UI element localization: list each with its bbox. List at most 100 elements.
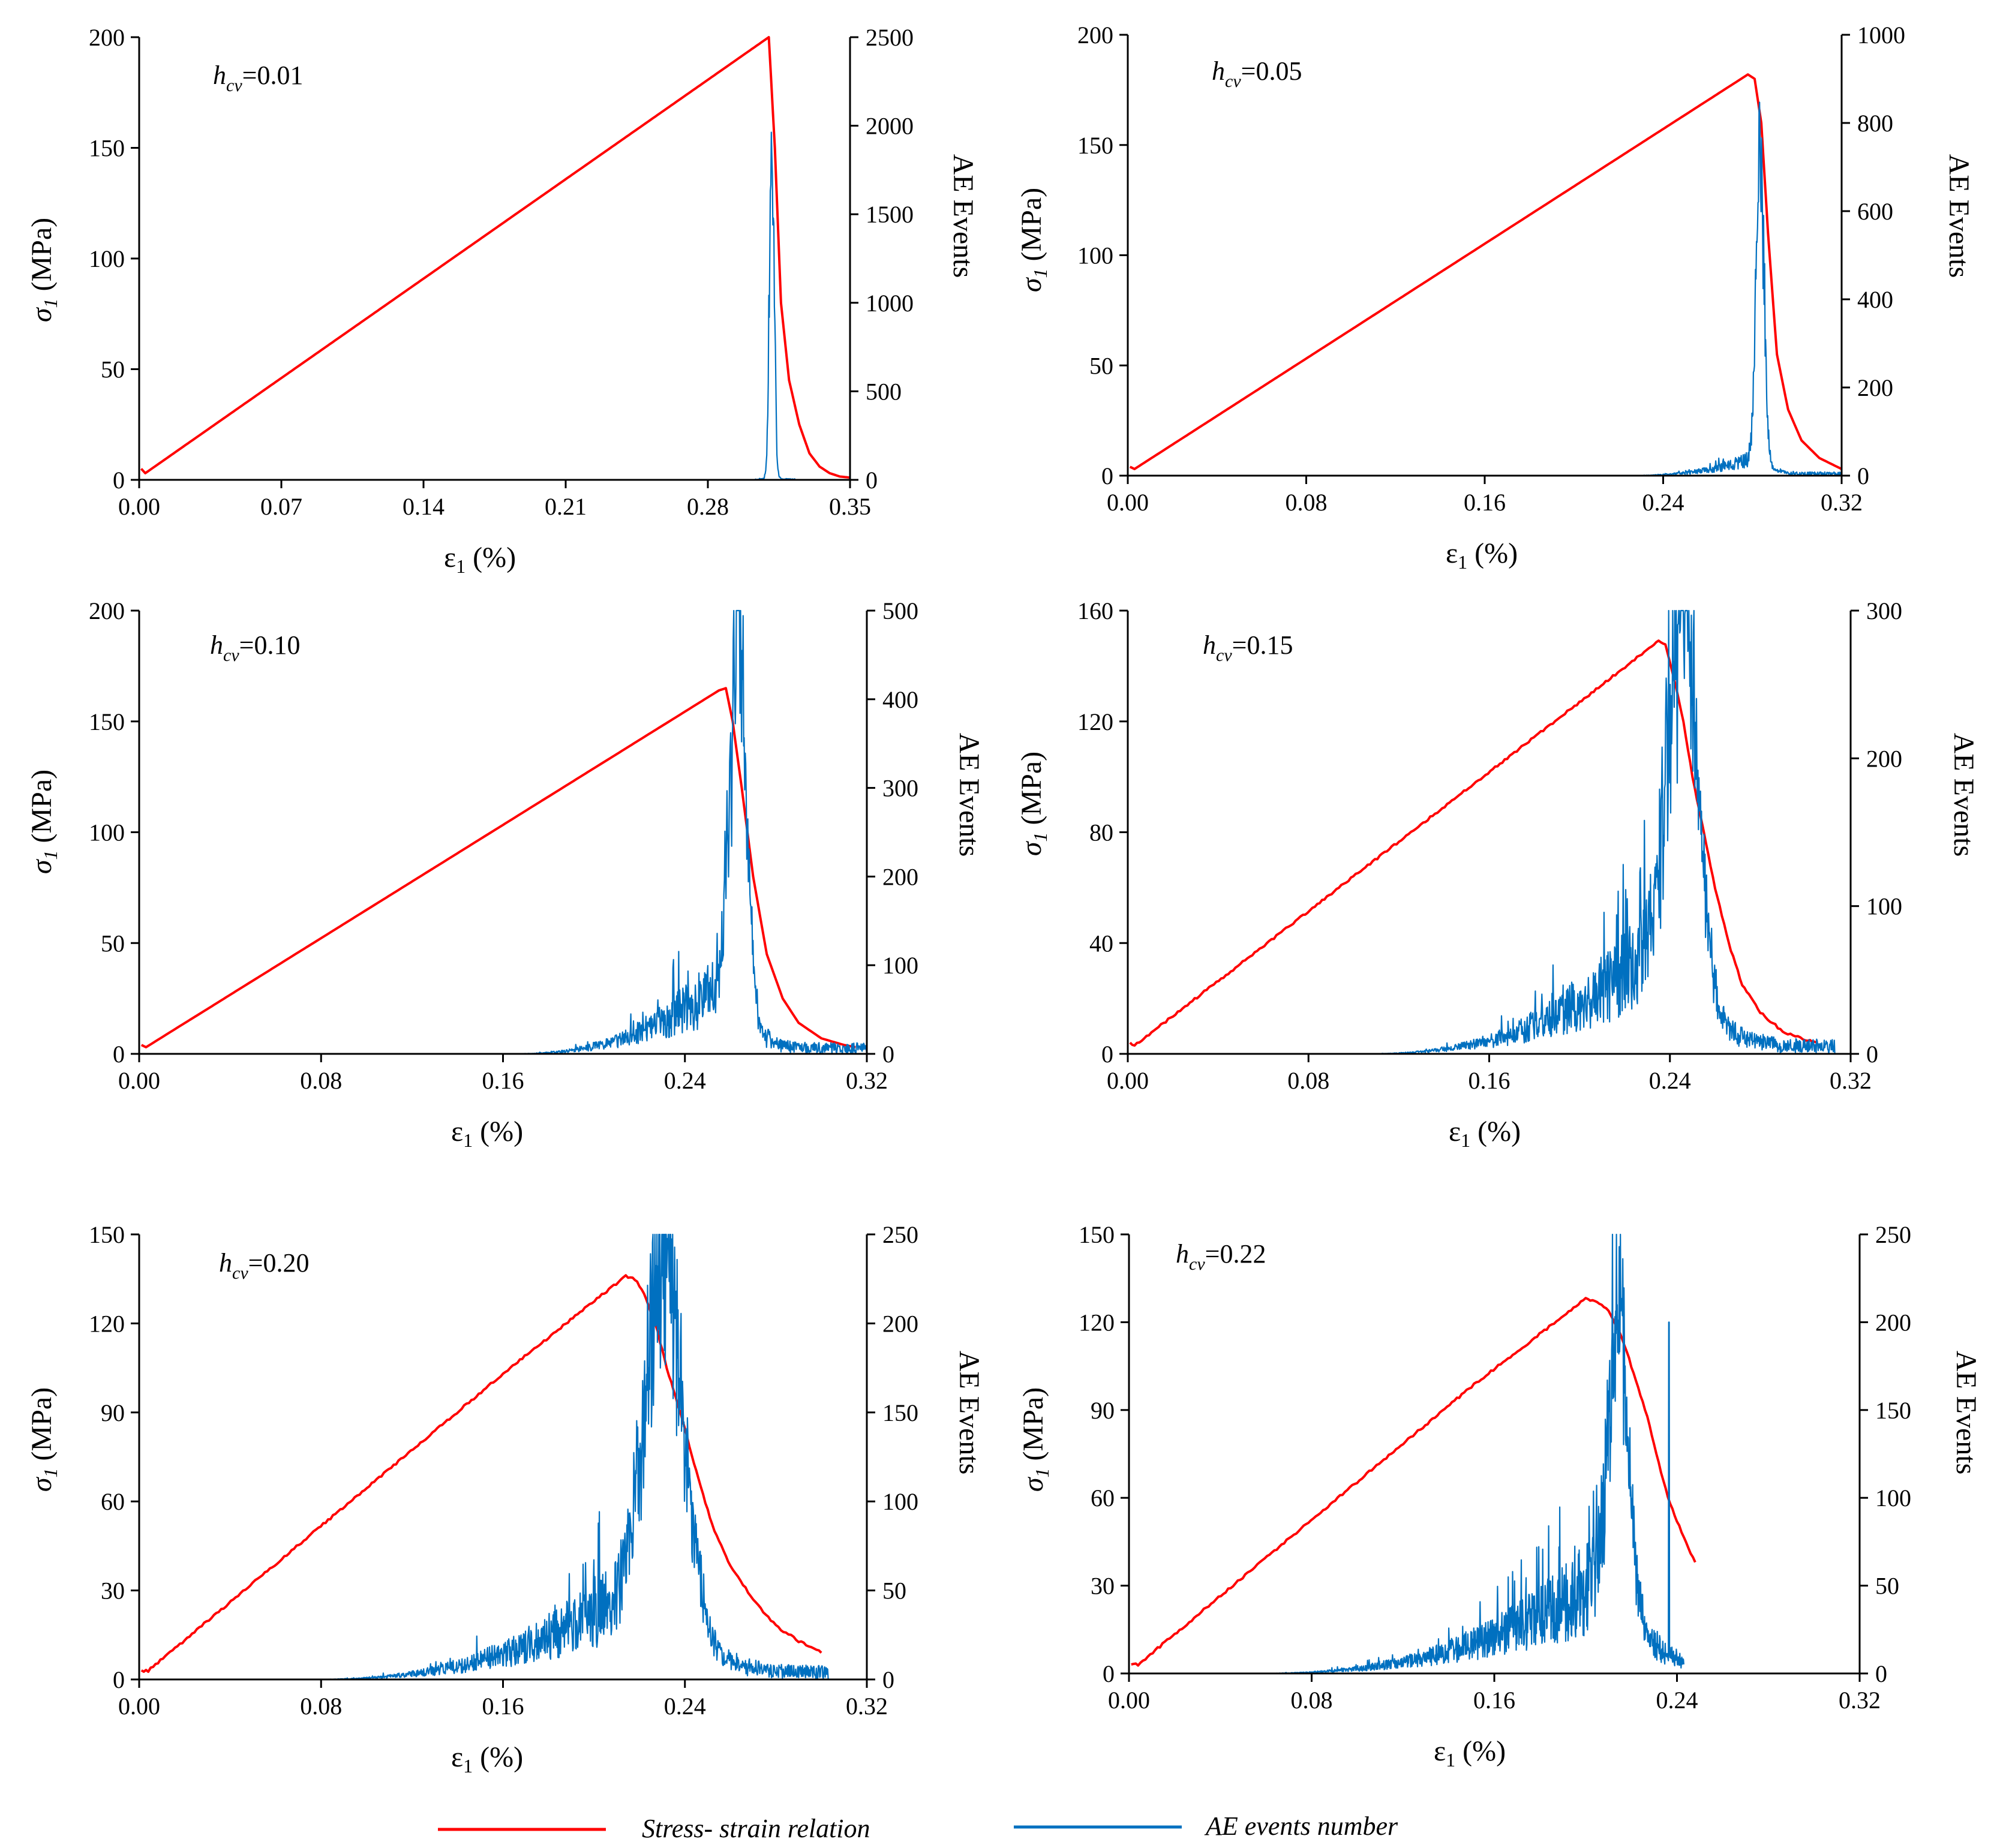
y2-axis-label: AE Events [1943, 154, 1975, 278]
y-tick-label: 0 [113, 1666, 125, 1693]
tick-labels: 0.00 0.08 0.16 0.24 0.3205010015020001002003… [89, 597, 918, 1094]
panel-3: 0.00 0.08 0.16 0.24 0.3204080120160010020030… [1016, 597, 1980, 1151]
y2-tick-label: 500 [866, 378, 902, 405]
legend-stress-label: Stress- strain relation [642, 1814, 870, 1843]
x-tick-label: 0.00 [1108, 1687, 1150, 1714]
x-tick-label: 0.32 [1821, 489, 1863, 516]
y-tick-label: 50 [101, 930, 125, 957]
y-tick-label: 150 [1077, 132, 1113, 159]
panel-0: 0.00 0.07 0.14 0.21 0.28 0.350501001502000500… [26, 24, 979, 577]
y2-tick-label: 100 [1866, 893, 1902, 920]
y-tick-label: 0 [1103, 1660, 1115, 1687]
y2-tick-label: 0 [1857, 462, 1869, 489]
stress-strain-series [140, 1274, 822, 1673]
y2-tick-label: 100 [882, 952, 918, 979]
stress-line-group [1131, 1297, 1696, 1667]
x-tick-label: 0.16 [482, 1067, 524, 1094]
axes [131, 609, 875, 1062]
y2-tick-label: 50 [882, 1577, 906, 1604]
x-tick-label: 0.00 [118, 1693, 160, 1720]
x-tick-label: 0.24 [664, 1693, 706, 1720]
tick-labels: 0.00 0.07 0.14 0.21 0.28 0.350501001502000500… [89, 24, 914, 520]
x-axis-label: ε1 (%) [451, 1116, 523, 1151]
y-tick-label: 0 [1101, 1041, 1113, 1068]
y2-tick-label: 300 [1866, 597, 1902, 624]
y-axis-label: σ1 (MPa) [1016, 188, 1051, 292]
y2-axis-label: AE Events [953, 733, 985, 857]
y2-tick-label: 2000 [866, 113, 914, 140]
ae-events-series [139, 1233, 829, 1681]
ae-events-series [1127, 609, 1836, 1055]
panel-5: 0.00 0.08 0.16 0.24 0.3203060901201500501001… [1017, 1221, 1982, 1771]
x-tick-label: 0.32 [1830, 1067, 1872, 1094]
tick-labels: 0.00 0.08 0.16 0.24 0.3203060901201500501001… [89, 1221, 918, 1720]
x-tick-label: 0.00 [118, 493, 160, 520]
y2-tick-label: 100 [1875, 1485, 1911, 1512]
ae-line-group [139, 131, 851, 481]
y2-tick-label: 600 [1857, 198, 1893, 225]
y2-tick-label: 2500 [866, 24, 914, 51]
panel-annotation: hcv=0.05 [1212, 56, 1302, 91]
y2-tick-label: 500 [882, 597, 918, 624]
x-tick-label: 0.00 [1107, 489, 1149, 516]
y-axis-label: σ1 (MPa) [26, 770, 61, 874]
y-tick-label: 0 [1101, 462, 1113, 489]
stress-line-group [140, 687, 856, 1048]
panel-annotation: hcv=0.15 [1203, 630, 1293, 665]
panel-annotation: hcv=0.20 [219, 1248, 309, 1283]
x-tick-label: 0.24 [1656, 1687, 1698, 1714]
y-axis-label: σ1 (MPa) [1017, 1387, 1053, 1492]
y-tick-label: 90 [1091, 1397, 1115, 1424]
x-tick-label: 0.32 [1839, 1687, 1881, 1714]
y-tick-label: 30 [1091, 1573, 1115, 1600]
x-tick-label: 0.16 [1464, 489, 1506, 516]
stress-strain-series [140, 36, 851, 479]
y2-tick-label: 1000 [866, 290, 914, 317]
y-tick-label: 40 [1089, 930, 1113, 957]
axes [131, 1233, 875, 1688]
x-tick-label: 0.00 [118, 1067, 160, 1094]
y2-tick-label: 0 [882, 1041, 894, 1068]
x-tick-label: 0.16 [1473, 1687, 1515, 1714]
ae-events-series [139, 609, 868, 1055]
panel-annotation: hcv=0.22 [1176, 1239, 1266, 1274]
y2-tick-label: 250 [882, 1221, 918, 1248]
stress-strain-series [140, 687, 856, 1048]
y-tick-label: 90 [101, 1399, 125, 1426]
tick-labels: 0.00 0.08 0.16 0.24 0.3203060901201500501001… [1079, 1221, 1911, 1714]
y-tick-label: 0 [113, 467, 125, 494]
y2-tick-label: 250 [1875, 1221, 1911, 1248]
panel-4: 0.00 0.08 0.16 0.24 0.3203060901201500501001… [26, 1221, 985, 1777]
stress-line-group [140, 1274, 822, 1673]
y2-tick-label: 0 [1866, 1041, 1878, 1068]
y2-tick-label: 200 [882, 863, 918, 890]
panel-annotation: hcv=0.01 [213, 61, 303, 95]
stress-strain-series [1131, 1297, 1696, 1667]
y2-tick-label: 50 [1875, 1573, 1899, 1600]
y-tick-label: 100 [89, 245, 125, 272]
x-tick-label: 0.08 [1291, 1687, 1333, 1714]
y-tick-label: 50 [101, 356, 125, 383]
y2-tick-label: 400 [882, 686, 918, 713]
x-axis-label: ε1 (%) [1434, 1735, 1506, 1771]
y2-tick-label: 200 [1857, 374, 1893, 401]
x-tick-label: 0.16 [482, 1693, 524, 1720]
y2-tick-label: 300 [882, 775, 918, 802]
y-tick-label: 100 [89, 819, 125, 846]
x-tick-label: 0.16 [1469, 1067, 1510, 1094]
axes [1121, 1233, 1868, 1682]
y2-tick-label: 400 [1857, 286, 1893, 313]
y2-axis-label: AE Events [953, 1351, 985, 1475]
y-tick-label: 50 [1089, 352, 1113, 379]
y-tick-label: 80 [1089, 819, 1113, 846]
legend: Stress- strain relation AE events number [438, 1811, 1398, 1843]
y-tick-label: 0 [113, 1041, 125, 1068]
ae-line-group [1127, 101, 1842, 477]
y-tick-label: 30 [101, 1577, 125, 1604]
y-tick-label: 120 [1079, 1309, 1115, 1336]
y-axis-label: σ1 (MPa) [26, 1387, 61, 1492]
y-axis-label: σ1 (MPa) [26, 218, 61, 322]
x-tick-label: 0.00 [1107, 1067, 1149, 1094]
y-tick-label: 160 [1077, 597, 1113, 624]
y2-axis-label: AE Events [1950, 1351, 1982, 1475]
